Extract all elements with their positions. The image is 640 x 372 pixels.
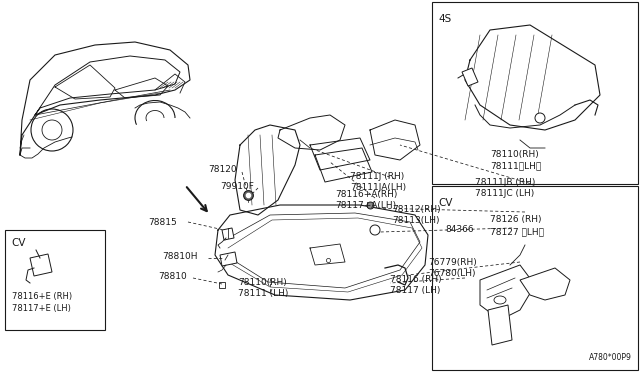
Text: 78116+A(RH)
78117+A(LH): 78116+A(RH) 78117+A(LH) — [335, 190, 397, 211]
Circle shape — [535, 113, 545, 123]
Text: 78110(RH)
78111〈LH〉: 78110(RH) 78111〈LH〉 — [490, 150, 541, 171]
Text: 78810: 78810 — [158, 272, 187, 281]
Text: 78112(RH)
78113(LH): 78112(RH) 78113(LH) — [392, 205, 440, 225]
Text: CV: CV — [438, 198, 452, 208]
Text: 78126 (RH)
78127 〈LH〉: 78126 (RH) 78127 〈LH〉 — [490, 215, 544, 236]
Text: 76779(RH)
76780(LH): 76779(RH) 76780(LH) — [428, 258, 477, 279]
Bar — [430, 0, 640, 372]
Text: 78110(RH)
78111 (LH): 78110(RH) 78111 (LH) — [238, 278, 289, 298]
Bar — [432, 2, 638, 184]
Text: 78111J (RH)
78111JA(LH): 78111J (RH) 78111JA(LH) — [350, 172, 406, 192]
Text: A780*00P9: A780*00P9 — [589, 353, 632, 362]
Polygon shape — [220, 252, 237, 266]
Polygon shape — [30, 254, 52, 276]
Text: 78815: 78815 — [148, 218, 177, 227]
Polygon shape — [222, 228, 234, 240]
Text: 78111JB (RH)
78111JC (LH): 78111JB (RH) 78111JC (LH) — [475, 178, 536, 198]
Text: 79910F: 79910F — [220, 182, 254, 191]
Polygon shape — [480, 265, 535, 320]
Text: 78810H: 78810H — [162, 252, 198, 261]
Text: 78116+E (RH)
78117+E (LH): 78116+E (RH) 78117+E (LH) — [12, 292, 72, 313]
Bar — [432, 186, 638, 370]
Polygon shape — [488, 305, 512, 345]
Text: 84366: 84366 — [445, 225, 474, 234]
Text: CV: CV — [11, 238, 26, 248]
Polygon shape — [462, 68, 478, 86]
Ellipse shape — [494, 296, 506, 304]
Bar — [5, 230, 105, 330]
Polygon shape — [520, 268, 570, 300]
Text: 78116 (RH)
78117 (LH): 78116 (RH) 78117 (LH) — [390, 275, 442, 295]
Text: 78120: 78120 — [208, 165, 237, 174]
Text: 4S: 4S — [438, 14, 451, 24]
